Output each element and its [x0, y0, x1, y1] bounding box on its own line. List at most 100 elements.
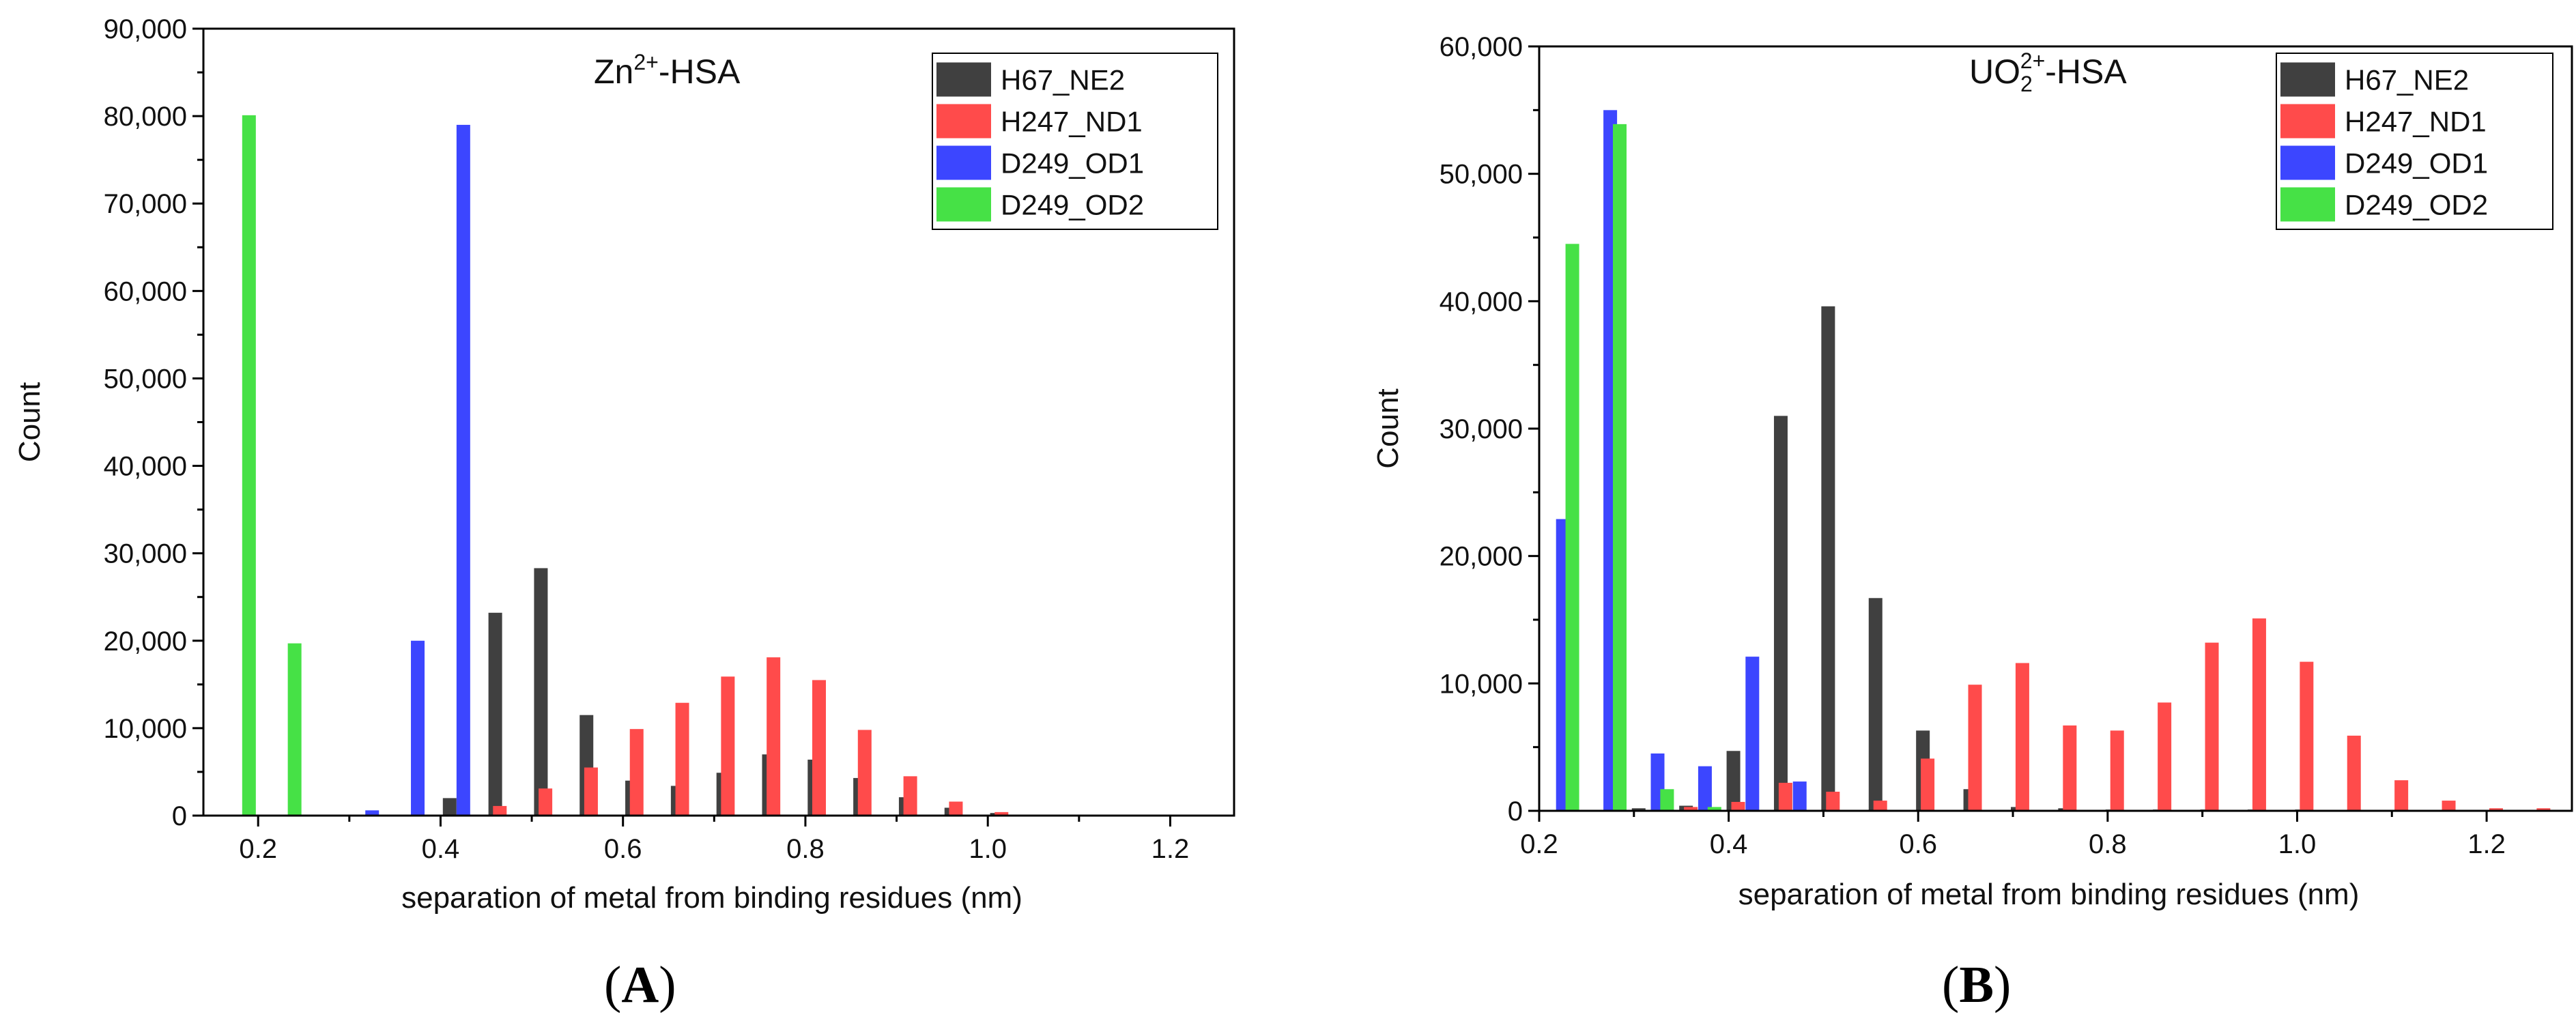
bar-h247-nd1	[584, 768, 598, 816]
bar-h247-nd1	[904, 776, 917, 816]
legend-label-d249-od2: D249_OD2	[2345, 189, 2488, 221]
y-tick-label: 30,000	[1440, 414, 1523, 444]
x-tick-label: 0.8	[2089, 829, 2127, 859]
bar-h247-nd1	[1826, 792, 1840, 811]
legend-label-d249-od1: D249_OD1	[1001, 147, 1144, 179]
bar-d249-od1	[1793, 781, 1807, 811]
bar-d249-od2	[1566, 244, 1579, 811]
bar-h247-nd1	[2347, 736, 2361, 811]
x-tick-label: 1.0	[969, 834, 1007, 864]
bar-d249-od1	[1745, 657, 1759, 811]
bar-h247-nd1	[2442, 801, 2456, 811]
bar-h247-nd1	[630, 729, 644, 816]
bar-h247-nd1	[2110, 730, 2124, 811]
bar-h247-nd1	[2394, 780, 2408, 811]
x-axis-label: separation of metal from binding residue…	[401, 881, 1022, 915]
y-axis-label: Count	[1371, 388, 1405, 468]
x-tick-label: 1.2	[1151, 834, 1190, 864]
bar-h247-nd1	[1921, 758, 1934, 811]
bar-d249-od1	[1698, 766, 1712, 811]
bar-h247-nd1	[767, 657, 780, 816]
bar-h247-nd1	[812, 680, 826, 816]
bar-h67-ne2	[1727, 751, 1741, 811]
bar-h247-nd1	[493, 806, 506, 816]
bar-h247-nd1	[1779, 783, 1792, 811]
y-tick-label: 50,000	[104, 364, 187, 394]
y-tick-label: 0	[172, 801, 187, 831]
chart-panel-a: 0 10,000 20,000 30,000 40,000 50,000 60,000 70,…	[13, 14, 1234, 915]
x-tick-label: 0.8	[786, 834, 825, 864]
y-tick-label: 60,000	[1440, 32, 1523, 62]
legend-label-d249-od1: D249_OD1	[2345, 147, 2488, 179]
bar-h247-nd1	[2300, 662, 2313, 811]
legend-swatch-d249-od2	[2280, 188, 2335, 222]
legend-swatch-d249-od1	[936, 146, 991, 180]
y-tick-label: 10,000	[104, 714, 187, 744]
bar-h67-ne2	[1821, 306, 1835, 811]
legend-swatch-h67-ne2	[2280, 63, 2335, 97]
bar-d249-od2	[242, 115, 256, 816]
panel-label-a: (A)	[604, 956, 676, 1015]
x-tick-label: 0.2	[239, 834, 277, 864]
y-tick-label: 0	[1508, 796, 1523, 827]
chart-title: UO22+-HSA	[1969, 48, 2127, 96]
bar-h67-ne2	[1869, 598, 1883, 811]
legend-swatch-d249-od1	[2280, 146, 2335, 180]
x-tick-label: 0.6	[1899, 829, 1937, 859]
y-axis-label: Count	[13, 382, 46, 462]
x-tick-label: 0.2	[1520, 829, 1558, 859]
chart-panel-b: 0 10,000 20,000 30,000 40,000 50,000 60,000 0.2…	[1371, 32, 2572, 911]
legend-label-h67-ne2: H67_NE2	[1001, 64, 1125, 96]
y-tick-label: 80,000	[104, 102, 187, 132]
y-tick-label: 30,000	[104, 539, 187, 569]
bar-h247-nd1	[539, 788, 552, 816]
bar-d249-od2	[288, 644, 302, 816]
y-tick-label: 40,000	[1440, 287, 1523, 317]
bar-h247-nd1	[858, 730, 872, 816]
bar-h247-nd1	[2252, 618, 2266, 811]
bar-h247-nd1	[2158, 702, 2171, 811]
y-tick-label: 40,000	[104, 452, 187, 482]
bar-h247-nd1	[1731, 802, 1745, 811]
bar-d249-od2	[1660, 789, 1674, 811]
legend-label-h247-nd1: H247_ND1	[1001, 106, 1143, 138]
legend-label-d249-od2: D249_OD2	[1001, 189, 1144, 221]
legend-swatch-h247-nd1	[936, 104, 991, 139]
x-tick-label: 0.6	[604, 834, 642, 864]
bar-h247-nd1	[1874, 801, 1887, 811]
chart-title: Zn2+-HSA	[594, 50, 741, 91]
figure-canvas: 0 10,000 20,000 30,000 40,000 50,000 60,000 70,…	[0, 0, 2576, 1034]
bar-h247-nd1	[949, 802, 962, 816]
bar-h67-ne2	[489, 613, 502, 816]
y-tick-label: 20,000	[104, 627, 187, 657]
bar-h67-ne2	[1774, 416, 1788, 811]
legend-label-h247-nd1: H247_ND1	[2345, 106, 2487, 138]
x-axis-label: separation of metal from binding residue…	[1738, 878, 2360, 911]
bar-d249-od1	[411, 641, 425, 816]
y-tick-label: 20,000	[1440, 542, 1523, 572]
bar-h247-nd1	[1969, 685, 1982, 811]
x-tick-label: 1.0	[2278, 829, 2317, 859]
y-tick-label: 70,000	[104, 189, 187, 219]
bar-h247-nd1	[2016, 663, 2029, 811]
legend-swatch-d249-od2	[936, 188, 991, 222]
legend-swatch-h247-nd1	[2280, 104, 2335, 139]
y-tick-label: 60,000	[104, 276, 187, 306]
y-tick-label: 90,000	[104, 14, 187, 44]
bar-h247-nd1	[2205, 643, 2219, 811]
bar-d249-od1	[457, 125, 470, 816]
bar-h247-nd1	[721, 676, 734, 816]
x-tick-label: 0.4	[422, 834, 460, 864]
y-tick-label: 10,000	[1440, 669, 1523, 699]
bar-d249-od2	[1613, 124, 1627, 811]
legend-swatch-h67-ne2	[936, 63, 991, 97]
bar-h247-nd1	[676, 703, 689, 816]
x-tick-label: 0.4	[1710, 829, 1748, 859]
legend-label-h67-ne2: H67_NE2	[2345, 64, 2469, 96]
x-tick-label: 1.2	[2467, 829, 2506, 859]
panel-label-b: (B)	[1942, 956, 2011, 1015]
y-tick-label: 50,000	[1440, 160, 1523, 190]
bar-h67-ne2	[443, 798, 457, 816]
bar-h67-ne2	[534, 568, 547, 816]
bar-h247-nd1	[2063, 726, 2076, 811]
